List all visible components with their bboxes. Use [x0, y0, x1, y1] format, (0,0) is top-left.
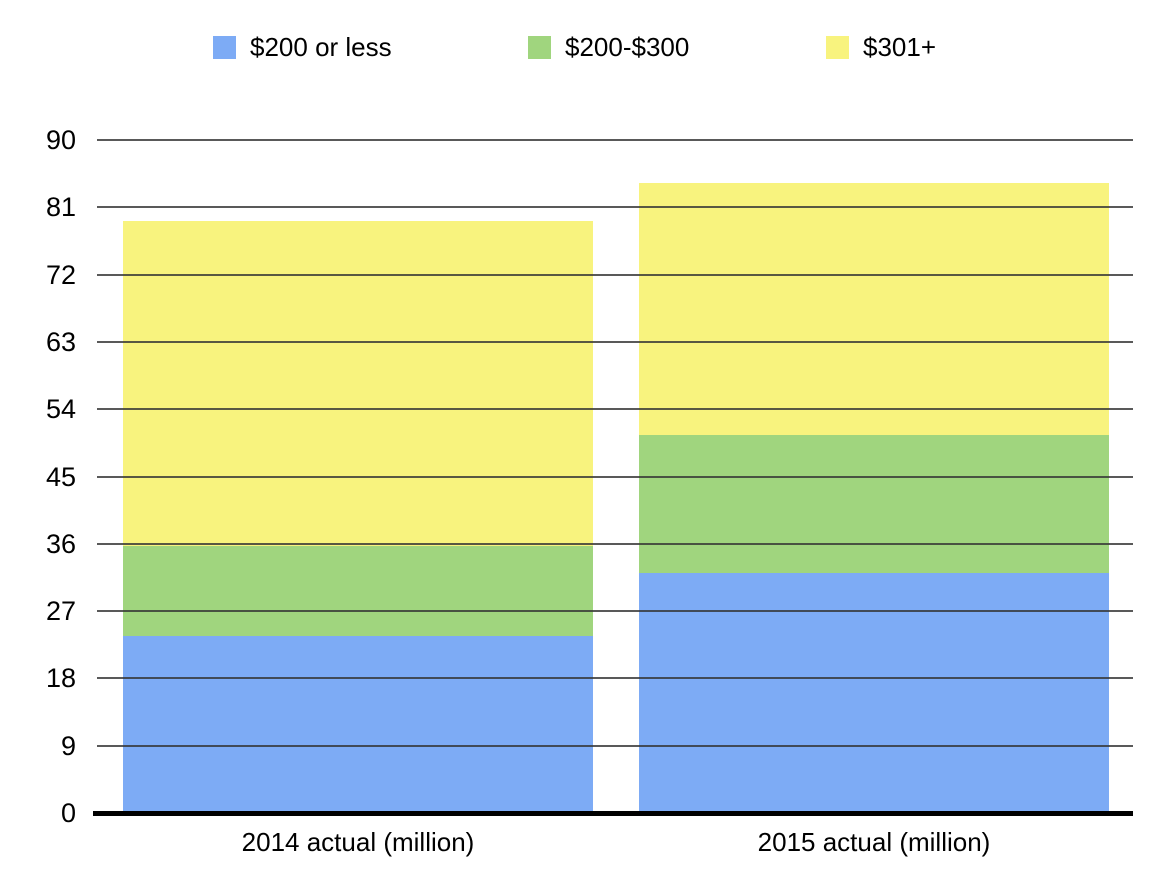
bar-segment — [123, 220, 593, 547]
chart-legend: $200 or less $200-$300 $301+ — [0, 0, 1174, 80]
bar-segment — [123, 635, 593, 813]
legend-swatch-icon — [213, 35, 236, 59]
gridline — [97, 273, 1133, 276]
x-axis-category-label: 2014 actual (million) — [241, 827, 475, 857]
bar-segment — [639, 182, 1109, 436]
gridline — [97, 542, 1133, 545]
y-axis-tick-label: 45 — [45, 461, 76, 492]
gridline — [97, 744, 1133, 747]
y-axis-tick-label: 9 — [60, 730, 76, 761]
y-axis-tick-label: 54 — [45, 394, 76, 425]
gridline — [97, 408, 1133, 411]
gridline — [97, 677, 1133, 680]
legend-item: $301+ — [826, 33, 936, 61]
y-axis-tick-label: 63 — [45, 326, 76, 357]
gridline — [97, 610, 1133, 613]
gridline — [97, 475, 1133, 478]
bar-segment — [639, 572, 1109, 813]
y-axis-tick-label: 36 — [45, 528, 76, 559]
legend-label: $301+ — [863, 32, 937, 62]
y-axis-tick-label: 81 — [45, 192, 76, 223]
gridline — [97, 206, 1133, 209]
y-axis-tick-label: 90 — [45, 125, 76, 155]
gridline — [97, 340, 1133, 343]
bar-segment — [639, 435, 1109, 573]
legend-swatch-icon — [528, 35, 551, 59]
y-axis-tick-label: 18 — [45, 663, 76, 694]
bar-segment — [123, 546, 593, 636]
legend-label: $200 or less — [250, 32, 392, 62]
y-axis-tick-label: 27 — [45, 596, 76, 627]
x-axis-category-label: 2015 actual (million) — [757, 827, 991, 857]
gridline — [97, 139, 1133, 141]
legend-item: $200 or less — [213, 33, 392, 61]
y-axis-tick-label: 0 — [60, 798, 76, 828]
x-axis-baseline — [93, 811, 1133, 816]
y-axis-tick-label: 72 — [45, 259, 76, 290]
legend-swatch-icon — [826, 35, 849, 59]
legend-label: $200-$300 — [565, 32, 690, 62]
legend-item: $200-$300 — [528, 33, 689, 61]
